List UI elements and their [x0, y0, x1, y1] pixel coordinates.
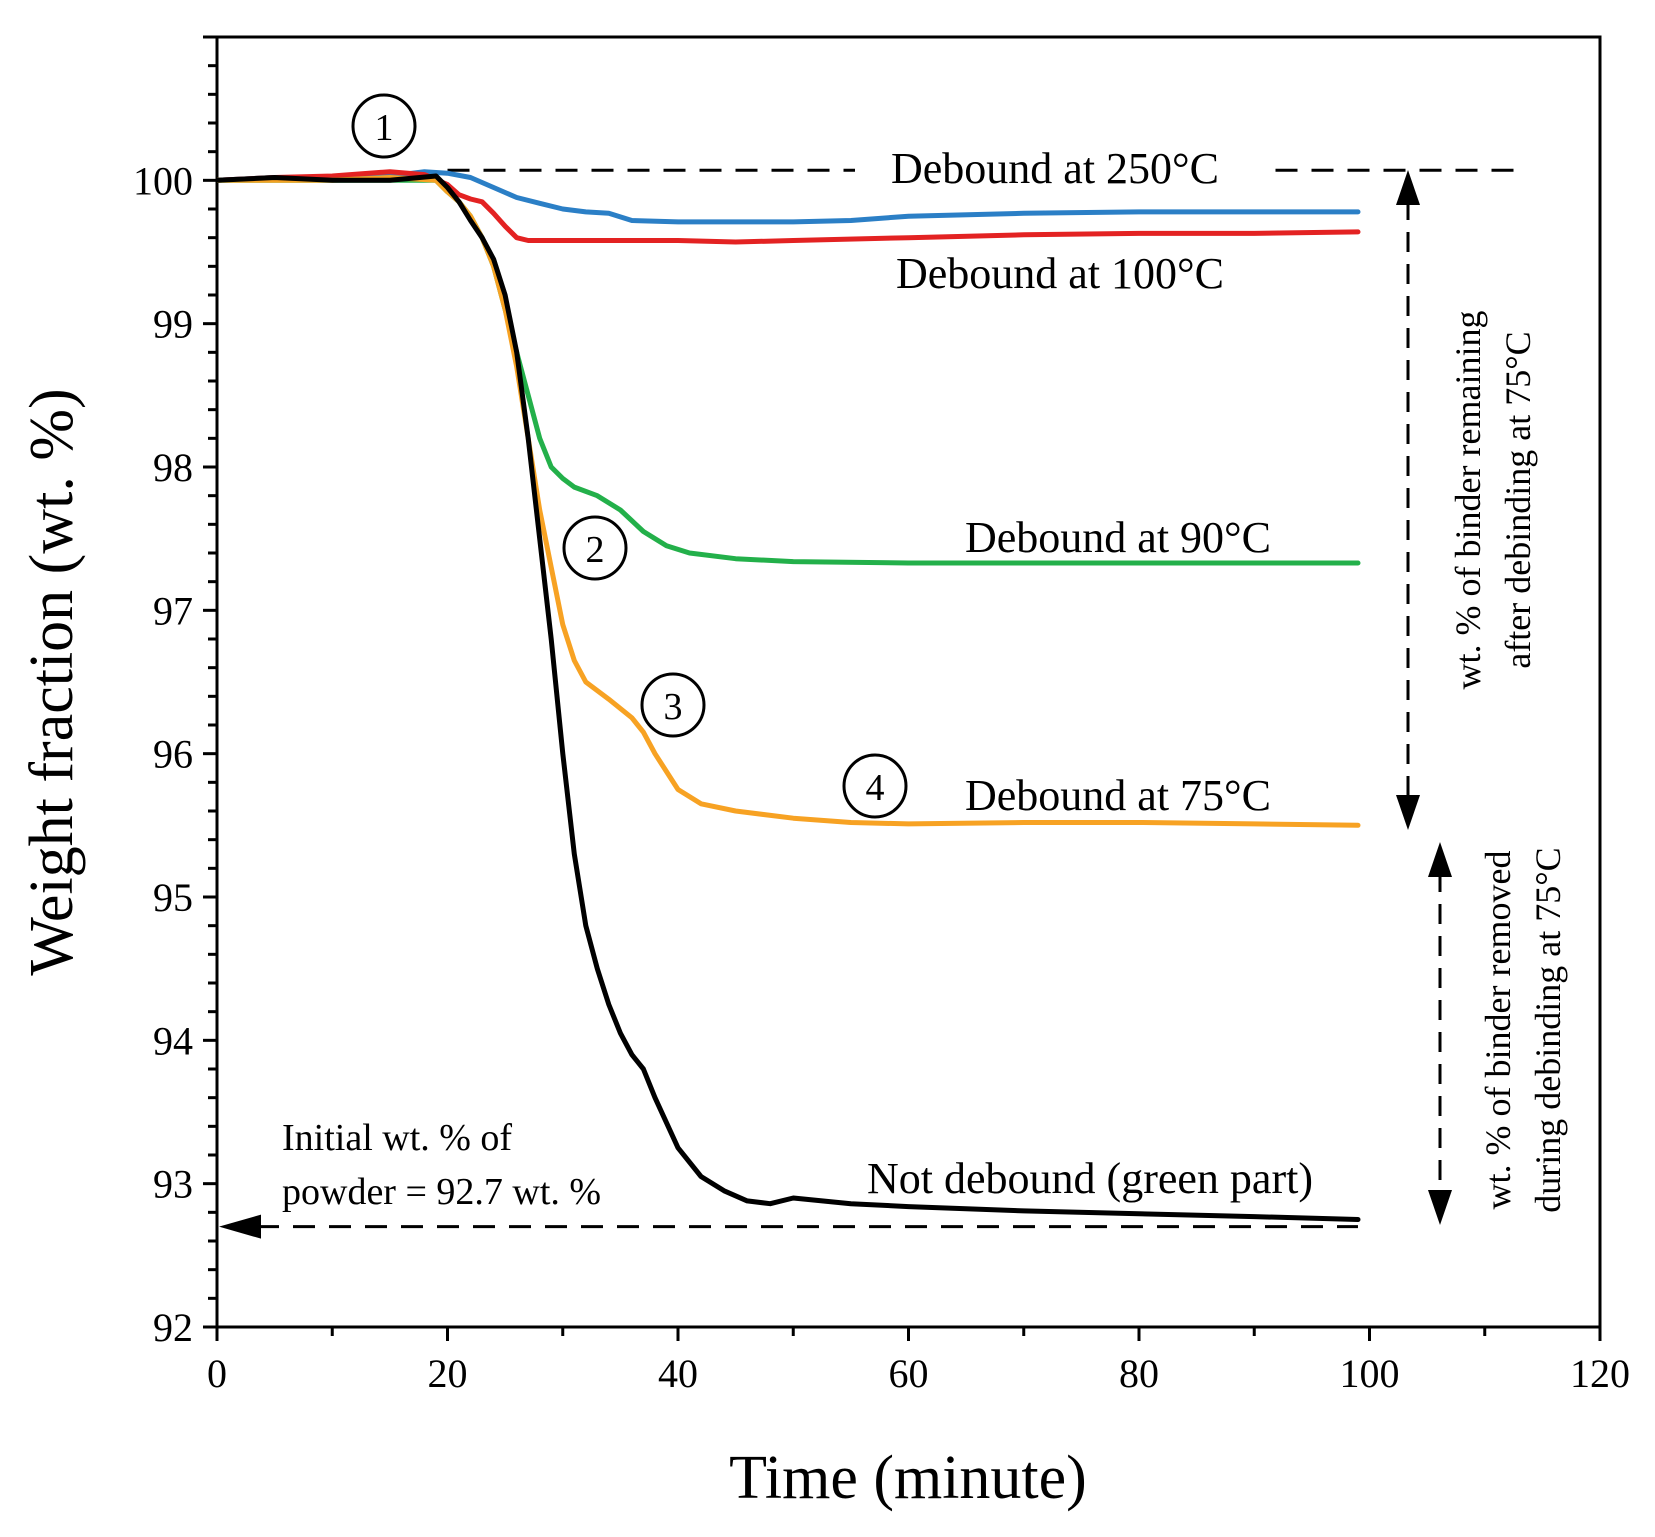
removed-annotation-line1: wt. % of binder removed [1478, 851, 1518, 1210]
label-debound-90: Debound at 90°C [965, 513, 1271, 562]
marker-circle-1: 1 [351, 93, 417, 159]
y-tick-label: 96 [153, 732, 193, 777]
label-250-background [855, 140, 1275, 192]
series-group [217, 169, 1361, 1222]
initial-powder-line2: powder = 92.7 wt. % [282, 1171, 601, 1213]
label-debound-100: Debound at 100°C [896, 249, 1224, 298]
remaining-arrow [1396, 170, 1420, 830]
y-axis-title: Weight fraction (wt. %) [18, 388, 86, 975]
y-tick-label: 95 [153, 875, 193, 920]
x-tick-label: 0 [207, 1351, 227, 1396]
y-tick-labels: 92 93 94 95 96 97 98 99 100 [133, 158, 193, 1350]
marker-circle-2: 2 [562, 515, 628, 581]
svg-text:3: 3 [664, 686, 683, 728]
y-tick-label: 99 [153, 302, 193, 347]
marker-circle-4: 4 [842, 753, 908, 819]
y-tick-label: 92 [153, 1305, 193, 1350]
x-tick-label: 20 [428, 1351, 468, 1396]
x-tick-label: 60 [889, 1351, 929, 1396]
y-tick-label: 93 [153, 1162, 193, 1207]
label-debound-75: Debound at 75°C [965, 771, 1271, 820]
series-line-1 [217, 169, 1361, 245]
y-tick-label: 94 [153, 1018, 193, 1063]
y-tick-label: 100 [133, 158, 193, 203]
y-tick-label: 98 [153, 445, 193, 490]
remaining-annotation-line2: after debinding at 75°C [1498, 331, 1538, 668]
svg-text:2: 2 [586, 529, 605, 571]
series-line-2 [217, 177, 1361, 566]
y-tick-label: 97 [153, 588, 193, 633]
series-line-4 [217, 173, 1361, 1222]
initial-powder-arrowhead [219, 1214, 261, 1239]
axis-ticks [203, 35, 1602, 1341]
remaining-annotation-line1: wt. % of binder remaining [1448, 311, 1488, 690]
x-tick-label: 120 [1570, 1351, 1630, 1396]
removed-arrow [1428, 842, 1452, 1225]
x-axis-title: Time (minute) [729, 1444, 1087, 1512]
label-debound-250: Debound at 250°C [891, 144, 1219, 193]
svg-text:1: 1 [375, 107, 394, 149]
x-tick-label: 40 [658, 1351, 698, 1396]
marker-circle-3: 3 [640, 672, 706, 738]
initial-powder-line1: Initial wt. % of [282, 1117, 512, 1159]
x-tick-label: 100 [1340, 1351, 1400, 1396]
svg-text:4: 4 [866, 767, 885, 809]
removed-annotation-line2: during debinding at 75°C [1528, 847, 1568, 1212]
x-tick-labels: 0 20 40 60 80 100 120 [207, 1351, 1630, 1396]
label-not-debound: Not debound (green part) [867, 1154, 1313, 1203]
x-tick-label: 80 [1119, 1351, 1159, 1396]
